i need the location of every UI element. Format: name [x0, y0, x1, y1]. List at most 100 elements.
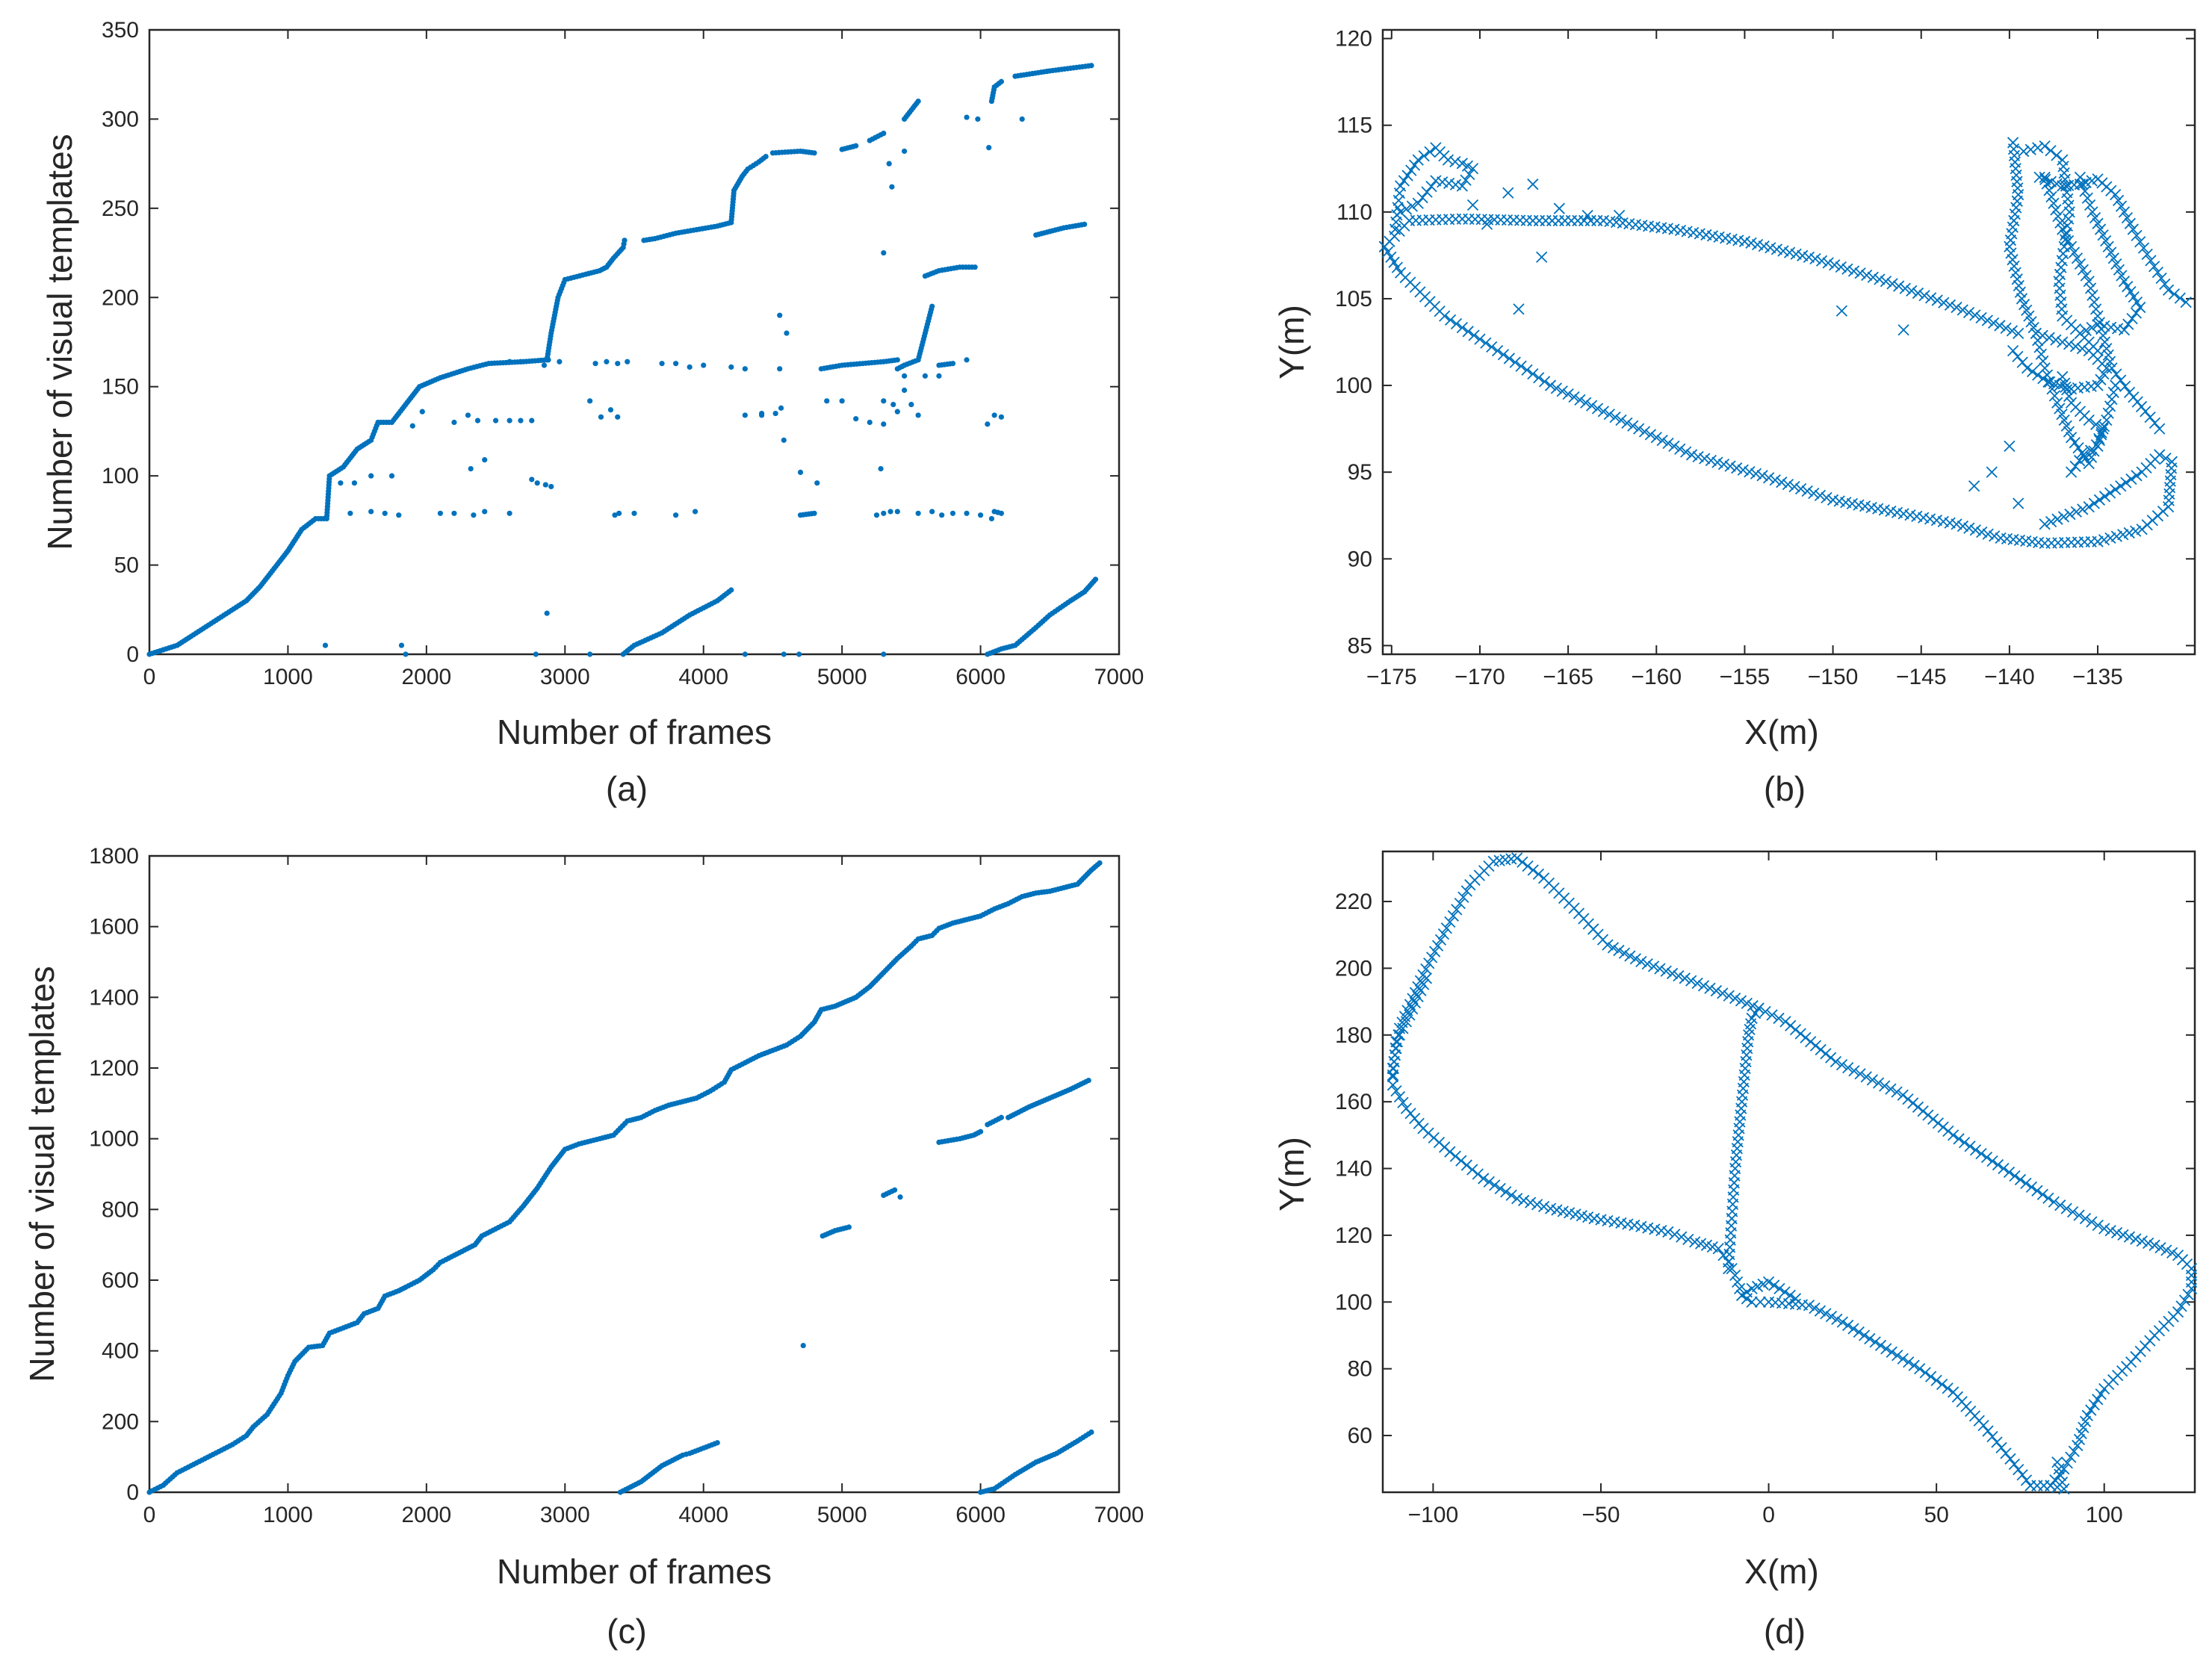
data-point-x-marker	[2052, 211, 2064, 223]
data-point-x-marker	[2118, 276, 2131, 288]
data-point-x-marker	[1416, 192, 1428, 204]
data-point-x-marker	[1880, 1343, 1892, 1355]
data-point-x-marker	[1466, 1164, 1478, 1176]
x-tick-label: −170	[1454, 665, 1505, 689]
data-point-x-marker	[1897, 324, 1909, 336]
data-point	[939, 512, 945, 518]
data-point-x-marker	[2018, 299, 2030, 311]
data-point-x-marker	[1976, 526, 1988, 538]
data-point-x-marker	[1627, 420, 1639, 432]
data-point-x-marker	[1735, 995, 1747, 1007]
data-point-x-marker	[1460, 885, 1472, 897]
x-axis-label-d: X(m)	[1744, 1552, 1819, 1591]
data-point-x-marker	[1517, 856, 1528, 868]
data-point	[451, 419, 457, 426]
data-point-x-marker	[2023, 310, 2035, 322]
data-point-x-marker	[2004, 1453, 2016, 1465]
data-point-x-marker	[1980, 1152, 1993, 1164]
data-point-x-marker	[2013, 327, 2024, 340]
data-point-x-marker	[2104, 400, 2116, 412]
y-tick-label: 90	[1348, 547, 1372, 571]
data-point-x-marker	[2084, 282, 2097, 294]
data-point-x-marker	[2098, 491, 2111, 503]
data-point	[763, 153, 769, 160]
data-point-x-marker	[2084, 444, 2097, 456]
data-point-x-marker	[2069, 437, 2081, 449]
data-point-x-marker	[1930, 514, 1943, 527]
data-point-x-marker	[2168, 288, 2181, 300]
data-point-x-marker	[1763, 472, 1775, 484]
data-point-x-marker	[1729, 992, 1741, 1005]
data-point-x-marker	[2039, 140, 2051, 152]
data-point-x-marker	[2074, 258, 2086, 270]
data-point	[388, 473, 395, 479]
x-tick-label: −150	[1808, 665, 1859, 689]
data-point-x-marker	[1393, 1029, 1406, 1041]
data-point-x-marker	[1668, 440, 1680, 452]
data-point-x-marker	[1893, 280, 1905, 292]
x-tick-label: 0	[1762, 1503, 1775, 1527]
data-point	[800, 1342, 806, 1349]
data-point-x-marker	[1751, 238, 1764, 251]
data-point-x-marker	[1746, 1012, 1758, 1025]
data-point-x-marker	[2136, 1235, 2148, 1247]
x-axis-label-a: Number of frames	[497, 713, 772, 751]
data-point-x-marker	[1969, 524, 1981, 536]
data-point-x-marker	[1957, 304, 1968, 316]
data-point-x-marker	[1860, 1071, 1872, 1083]
data-point-x-marker	[1442, 154, 1454, 166]
y-tick-label: 0	[126, 1480, 139, 1505]
data-point	[824, 398, 830, 404]
data-point-x-marker	[1614, 209, 1626, 222]
data-point-x-marker	[1407, 1003, 1419, 1015]
data-point-x-marker	[2154, 1242, 2166, 1254]
data-point	[659, 361, 665, 367]
data-point-x-marker	[1801, 485, 1813, 497]
data-point-x-marker	[2048, 197, 2060, 209]
data-point-x-marker	[2026, 365, 2039, 378]
data-point	[991, 412, 997, 418]
data-point-x-marker	[2080, 270, 2092, 282]
data-point-x-marker	[1869, 1336, 1881, 1348]
data-point-x-marker	[1692, 450, 1704, 463]
data-point-x-marker	[1527, 864, 1539, 876]
data-point-x-marker	[1408, 159, 1421, 171]
x-tick-label: −50	[1582, 1503, 1620, 1527]
data-point-x-marker	[2056, 255, 2068, 267]
data-point-x-marker	[2003, 1166, 2016, 1179]
data-point-x-marker	[1975, 311, 1987, 324]
x-ticks-c: 0 1000 2000 3000 4000 5000 6000 7000	[143, 856, 1144, 1527]
data-point	[368, 509, 374, 515]
data-point-x-marker	[2089, 211, 2101, 224]
data-point-x-marker	[1947, 1129, 1959, 1141]
y-tick-label: 115	[1336, 114, 1372, 138]
data-point	[396, 512, 402, 518]
data-point-x-marker	[2130, 525, 2142, 537]
data-point-x-marker	[2093, 494, 2106, 506]
data-point-x-marker	[1879, 1080, 1891, 1092]
y-axis-label-a: Number of visual templates	[40, 134, 79, 550]
data-point-x-marker	[1981, 314, 1993, 326]
data-point-x-marker	[1991, 1436, 2003, 1448]
y-tick-label: 85	[1348, 633, 1372, 658]
data-point	[894, 409, 900, 415]
data-point-x-marker	[1711, 456, 1723, 468]
data-point-x-marker	[2095, 426, 2107, 438]
data-point-x-marker	[1474, 333, 1486, 345]
data-point-x-marker	[1660, 965, 1672, 977]
data-point-x-marker	[2020, 1474, 2033, 1486]
data-point-x-marker	[2063, 235, 2075, 247]
data-point-x-marker	[2088, 296, 2100, 308]
data-point	[881, 421, 887, 427]
data-point-x-marker	[2127, 223, 2139, 235]
data-point-x-marker	[2086, 1216, 2098, 1228]
data-point-x-marker	[1733, 1282, 1746, 1295]
data-point-x-marker	[1854, 1068, 1866, 1080]
data-point	[998, 78, 1004, 84]
data-point-x-marker	[1886, 278, 1898, 290]
data-point	[758, 412, 765, 418]
data-point	[889, 184, 895, 190]
data-point-x-marker	[1731, 1276, 1744, 1288]
data-point-x-marker	[2013, 497, 2024, 509]
data-point-x-marker	[1531, 1199, 1543, 1211]
